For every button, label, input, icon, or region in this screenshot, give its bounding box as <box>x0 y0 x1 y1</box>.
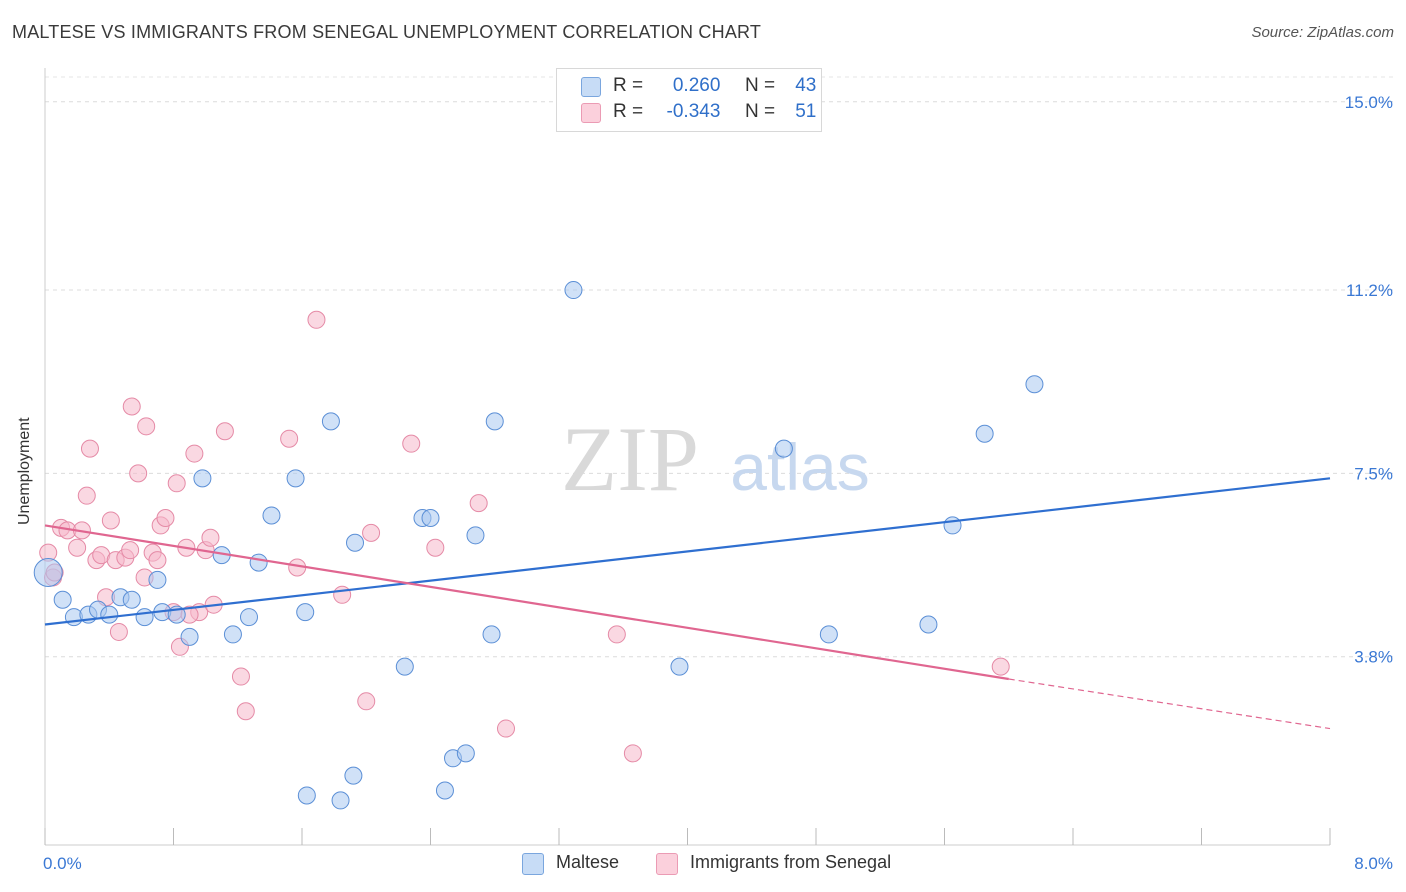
senegal-point <box>148 551 167 570</box>
maltese-point <box>421 508 440 527</box>
legend-r-value: 0.260 <box>672 75 721 96</box>
senegal-point <box>231 667 250 686</box>
maltese-point <box>296 603 315 622</box>
legend-n-value: 43 <box>795 75 817 96</box>
maltese-point <box>239 608 258 627</box>
senegal-points <box>39 310 1010 763</box>
maltese-point <box>485 412 504 431</box>
y-tick-label: 3.8% <box>1354 648 1393 667</box>
maltese-point <box>148 570 167 589</box>
senegal-point <box>121 541 140 560</box>
senegal-point <box>357 692 376 711</box>
maltese-point <box>180 627 199 646</box>
bottom-legend-swatch-senegal <box>656 853 678 875</box>
senegal-point <box>201 528 220 547</box>
senegal-trend-extension <box>1008 678 1331 730</box>
maltese-point <box>670 657 689 676</box>
senegal-point <box>623 744 642 763</box>
watermark-atlas: atlas <box>730 430 869 504</box>
senegal-point <box>426 538 445 557</box>
y-tick-label: 7.5% <box>1354 464 1393 483</box>
maltese-point <box>262 506 281 525</box>
bottom-legend-label-senegal: Immigrants from Senegal <box>690 852 892 872</box>
maltese-point <box>100 605 119 624</box>
senegal-point <box>77 486 96 505</box>
senegal-point <box>236 702 255 721</box>
legend-r-value: -0.343 <box>666 101 721 122</box>
maltese-point <box>774 439 793 458</box>
x-tick-label: 0.0% <box>43 854 82 873</box>
legend-r-label: R = <box>613 75 644 96</box>
maltese-point <box>395 657 414 676</box>
legend-n-label: N = <box>744 75 776 96</box>
x-tick-label: 8.0% <box>1354 854 1393 873</box>
maltese-point <box>249 553 268 572</box>
maltese-point <box>919 615 938 634</box>
maltese-point <box>564 281 583 300</box>
maltese-point <box>975 424 994 443</box>
tick-labels: 3.8% 7.5% 11.2% 15.0% 0.0% 8.0% <box>43 93 1393 873</box>
y-tick-label: 11.2% <box>1346 281 1393 300</box>
senegal-point <box>991 657 1010 676</box>
senegal-point <box>280 429 299 448</box>
senegal-point <box>185 444 204 463</box>
legend: R = 0.260 N = 43 R = -0.343 N = 51 <box>556 68 822 132</box>
gridlines <box>45 76 1395 658</box>
maltese-point <box>33 557 63 587</box>
maltese-point <box>482 625 501 644</box>
senegal-point <box>333 585 352 604</box>
senegal-point <box>122 397 141 416</box>
bottom-legend-label-maltese: Maltese <box>556 852 620 872</box>
legend-n-label: N = <box>744 101 776 122</box>
maltese-point <box>223 625 242 644</box>
senegal-point <box>80 439 99 458</box>
senegal-point <box>129 464 148 483</box>
senegal-point <box>167 474 186 493</box>
maltese-point <box>819 625 838 644</box>
senegal-point <box>607 625 626 644</box>
watermark-zip: ZIP <box>561 408 699 510</box>
maltese-point <box>435 781 454 800</box>
maltese-point <box>193 469 212 488</box>
maltese-point <box>321 412 340 431</box>
senegal-point <box>156 508 175 527</box>
senegal-trend-line <box>44 524 1009 681</box>
axes <box>44 68 1331 846</box>
y-tick-label: 15.0% <box>1345 93 1393 112</box>
maltese-point <box>466 526 485 545</box>
maltese-point <box>344 766 363 785</box>
maltese-point <box>122 590 141 609</box>
senegal-point <box>469 494 488 513</box>
maltese-point <box>53 590 72 609</box>
senegal-point <box>101 511 120 530</box>
senegal-point <box>215 422 234 441</box>
chart-title: MALTESE VS IMMIGRANTS FROM SENEGAL UNEMP… <box>12 22 762 42</box>
senegal-point <box>307 310 326 329</box>
maltese-point <box>286 469 305 488</box>
maltese-point <box>346 533 365 552</box>
source-label: Source: ZipAtlas.com <box>1251 24 1394 41</box>
senegal-point <box>137 417 156 436</box>
maltese-point <box>456 744 475 763</box>
senegal-point <box>402 434 421 453</box>
bottom-legend-swatch-maltese <box>522 853 544 875</box>
senegal-point <box>109 622 128 641</box>
senegal-point <box>68 538 87 557</box>
trend-lines <box>44 477 1331 730</box>
legend-swatch-senegal <box>581 103 601 123</box>
legend-swatch-maltese <box>581 77 601 97</box>
maltese-point <box>331 791 350 810</box>
maltese-point <box>297 786 316 805</box>
legend-r-label: R = <box>613 101 644 122</box>
maltese-point <box>943 516 962 535</box>
legend-n-value: 51 <box>795 101 817 122</box>
senegal-point <box>496 719 515 738</box>
maltese-trend-line <box>44 477 1331 626</box>
maltese-point <box>1025 375 1044 394</box>
maltese-point <box>135 608 154 627</box>
senegal-point <box>362 523 381 542</box>
